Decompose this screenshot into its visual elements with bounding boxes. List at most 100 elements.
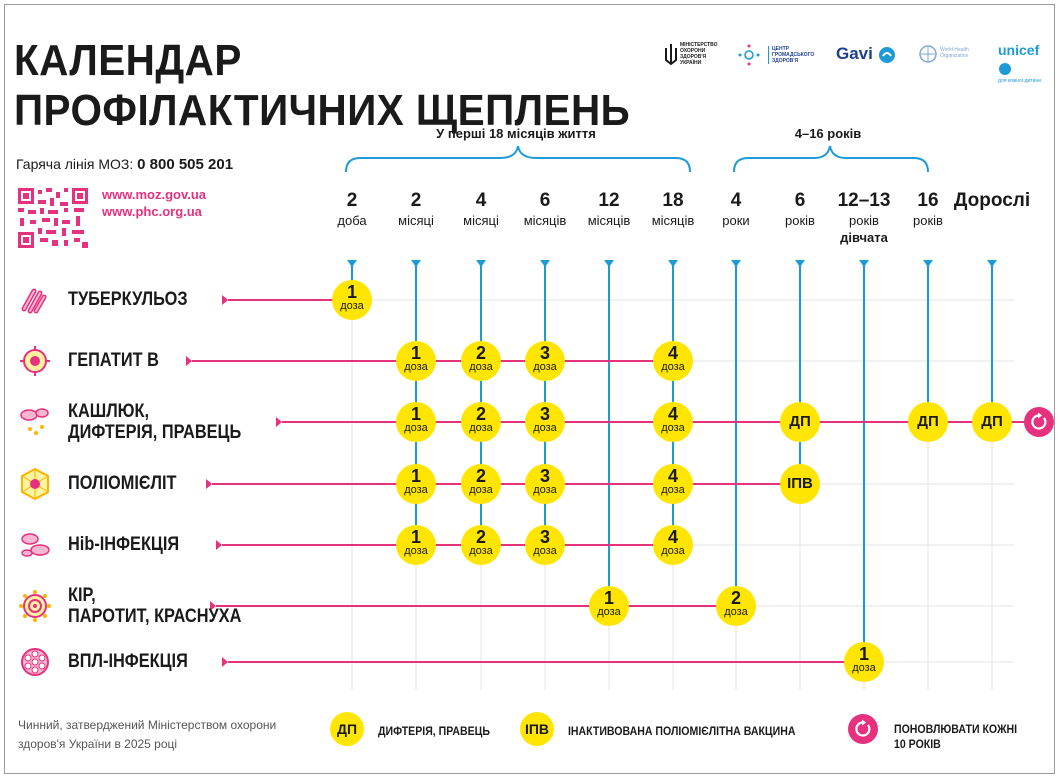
- age-column-header: 4 роки: [698, 190, 774, 229]
- age-unit: місяців: [523, 213, 567, 228]
- age-column-header: 12 місяців: [571, 190, 647, 229]
- dose-marker: 1 доза: [332, 280, 372, 320]
- dose-marker: 4 доза: [653, 402, 693, 442]
- timeline-marker: [347, 260, 357, 267]
- measles-virus-icon: [19, 590, 51, 622]
- age-value: 6: [794, 190, 806, 211]
- age-value: 12: [598, 190, 620, 211]
- hotline-number[interactable]: 0 800 505 201: [137, 156, 234, 173]
- gavi-logo: Gavi: [836, 44, 896, 64]
- dose-marker: 1 доза: [396, 402, 436, 442]
- dose-marker: 2 доза: [461, 525, 501, 565]
- timeline-marker: [540, 260, 550, 267]
- dose-marker: 2 доза: [461, 341, 501, 381]
- dose-marker: 1 доза: [396, 341, 436, 381]
- age-unit: місяці: [398, 213, 434, 228]
- dose-marker: 1 доза: [589, 586, 629, 626]
- hpv-virus-icon: [21, 648, 49, 676]
- dose-marker: ДП: [780, 402, 820, 442]
- phc-emblem-icon: [738, 44, 760, 66]
- timeline-marker: [604, 260, 614, 267]
- page-title: КАЛЕНДАР ПРОФІЛАКТИЧНИХ ЩЕПЛЕНЬ: [14, 36, 631, 135]
- polio-virus-icon: [21, 467, 49, 501]
- unicef-emblem-icon: [999, 62, 1011, 75]
- hib-bacteria-icon: [21, 533, 50, 557]
- age-column-header: 18 місяців: [635, 190, 711, 229]
- dose-marker: 3 доза: [525, 341, 565, 381]
- renew-icon: [1024, 407, 1054, 437]
- timeline-arrow: [276, 417, 282, 427]
- age-column-header: 2 місяці: [378, 190, 454, 229]
- timeline-arrow: [216, 540, 222, 550]
- tuberculosis-bacteria-icon: [21, 288, 47, 314]
- age-value: 4: [475, 190, 487, 211]
- pertussis-bacteria-icon: [20, 408, 49, 435]
- hepatitis-b-virus-icon: [20, 346, 50, 376]
- hotline-label: Гаряча лінія МОЗ:: [16, 156, 134, 172]
- period-first-18-months: У перші 18 місяців життя: [436, 126, 596, 141]
- age-value: 6: [539, 190, 551, 211]
- timeline-arrow: [210, 601, 216, 611]
- moz-link[interactable]: www.moz.gov.ua: [102, 187, 207, 202]
- vaccine-name: ВПЛ-ІНФЕКЦІЯ: [68, 651, 188, 672]
- age-unit: місяці: [463, 213, 499, 228]
- dose-marker: 4 доза: [653, 341, 693, 381]
- age-value: 2: [346, 190, 358, 211]
- phc-link[interactable]: www.phc.org.ua: [102, 204, 202, 219]
- gavi-emblem-icon: [878, 46, 895, 63]
- period-4-16-years: 4–16 років: [794, 126, 862, 141]
- dose-marker: ДП: [908, 402, 948, 442]
- dose-marker: 2 доза: [461, 464, 501, 504]
- dose-marker: 4 доза: [653, 525, 693, 565]
- vaccine-name: ТУБЕРКУЛЬОЗ: [68, 289, 188, 310]
- dose-marker: 1 доза: [844, 642, 884, 682]
- dose-marker: 2 доза: [716, 586, 756, 626]
- dose-marker: 4 доза: [653, 464, 693, 504]
- unicef-logo: unicef для кожної дитини: [998, 42, 1041, 84]
- age-column-header: 16 років: [890, 190, 966, 229]
- age-unit: років: [785, 213, 815, 228]
- dose-marker: 3 доза: [525, 402, 565, 442]
- who-logo: World Health Organization: [918, 44, 969, 69]
- who-emblem-icon: [919, 45, 937, 63]
- timeline-arrow: [206, 479, 212, 489]
- age-column-header: 12–13 років дівчата: [826, 190, 902, 246]
- timeline-marker: [795, 260, 805, 267]
- vaccine-name: ПОЛІОМІЄЛІТ: [68, 473, 177, 494]
- hotline: Гаряча лінія МОЗ: 0 800 505 201: [16, 156, 233, 173]
- renew-legend-icon: [848, 714, 878, 744]
- age-value: 18: [662, 190, 684, 211]
- legend-badge-ipv: ІПВ: [520, 712, 554, 746]
- brace-second: [733, 145, 929, 173]
- age-extra: дівчата: [840, 230, 888, 245]
- timeline-marker: [476, 260, 486, 267]
- dose-marker: 3 доза: [525, 464, 565, 504]
- vaccine-name: Hib-ІНФЕКЦІЯ: [68, 534, 180, 555]
- partner-logos: МІНІСТЕРСТВО ОХОРОНИ ЗДОРОВ'Я УКРАЇНИ ЦЕ…: [664, 42, 1054, 84]
- dose-marker: 1 доза: [396, 525, 436, 565]
- age-unit: місяців: [587, 213, 631, 228]
- timeline-arrow: [186, 356, 192, 366]
- phc-logo: ЦЕНТР ГРОМАДСЬКОГО ЗДОРОВ'Я: [738, 44, 814, 71]
- age-value: Дорослі: [953, 190, 1031, 211]
- brace-first: [345, 145, 691, 173]
- timeline-marker: [859, 260, 869, 267]
- dose-marker: ДП: [972, 402, 1012, 442]
- age-unit: років: [913, 213, 943, 228]
- legend-text-renew: ПОНОВЛЮВАТИ КОЖНІ 10 РОКІВ: [894, 722, 1018, 751]
- vaccine-name: ГЕПАТИТ В: [68, 350, 159, 371]
- timeline-arrow: [222, 657, 228, 667]
- approval-note: Чинний, затверджений Міністерством охоро…: [18, 718, 277, 751]
- vaccine-name: КАШЛЮК, ДИФТЕРІЯ, ПРАВЕЦЬ: [68, 401, 242, 443]
- dose-marker: 3 доза: [525, 525, 565, 565]
- legend-text-ipv: ІНАКТИВОВАНА ПОЛІОМІЄЛІТНА ВАКЦИНА: [568, 724, 796, 738]
- dose-marker: ІПВ: [780, 464, 820, 504]
- age-value: 12–13: [837, 190, 891, 211]
- age-value: 16: [917, 190, 939, 211]
- url-list: www.moz.gov.ua www.phc.org.ua: [102, 186, 206, 220]
- qr-code-icon[interactable]: [18, 188, 88, 248]
- timeline-marker: [668, 260, 678, 267]
- age-unit: роки: [722, 213, 750, 228]
- age-column-header: 4 місяці: [443, 190, 519, 229]
- age-value: 4: [730, 190, 742, 211]
